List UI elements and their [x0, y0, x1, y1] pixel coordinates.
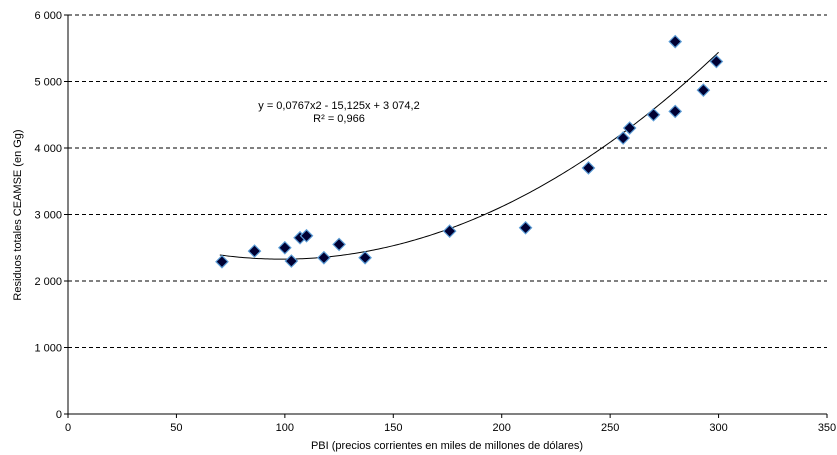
x-tick-label: 150: [384, 422, 402, 434]
data-point: [668, 104, 683, 119]
data-point: [442, 224, 457, 238]
data-point: [616, 131, 631, 145]
y-axis-ticks: 0 1 000 2 000 3 000 4 000 5 000 6 000: [34, 10, 68, 421]
data-point: [332, 237, 346, 252]
data-point: [215, 254, 229, 269]
y-tick-label: 5 000: [34, 77, 62, 89]
y-tick-label: 1 000: [34, 343, 62, 355]
x-tick-label: 300: [709, 422, 727, 434]
data-point: [646, 107, 661, 122]
data-point: [299, 228, 314, 243]
y-tick-label: 3 000: [34, 210, 62, 222]
data-point: [668, 34, 683, 49]
data-point: [247, 244, 262, 258]
x-tick-label: 0: [65, 422, 71, 434]
data-point: [358, 250, 372, 265]
r-squared-label: R² = 0,966: [313, 113, 365, 125]
y-axis-title: Residuos totales CEAMSE (en Gg): [12, 129, 24, 300]
data-point: [284, 254, 299, 268]
data-point: [709, 54, 724, 69]
gridlines: [68, 14, 827, 348]
x-tick-label: 100: [276, 422, 294, 434]
data-point: [317, 250, 331, 265]
y-tick-label: 0: [56, 409, 62, 421]
data-point: [696, 83, 711, 97]
data-point: [518, 220, 533, 235]
data-point: [278, 240, 292, 255]
x-tick-label: 50: [170, 422, 182, 434]
y-tick-label: 2 000: [34, 276, 62, 288]
x-axis-title: PBI (precios corrientes en miles de mill…: [311, 440, 583, 452]
y-tick-label: 6 000: [34, 10, 62, 22]
x-axis-ticks: 0 50 100 150 200 250 300 350: [65, 414, 836, 434]
data-point: [622, 121, 637, 135]
y-tick-label: 4 000: [34, 143, 62, 155]
trendline: [219, 51, 719, 260]
data-point: [581, 161, 596, 175]
x-tick-label: 250: [601, 422, 619, 434]
data-points: [215, 34, 724, 269]
trendline-equation: y = 0,0767x2 - 15,125x + 3 074,2: [258, 100, 419, 112]
x-tick-label: 200: [493, 422, 511, 434]
x-tick-label: 350: [818, 422, 836, 434]
